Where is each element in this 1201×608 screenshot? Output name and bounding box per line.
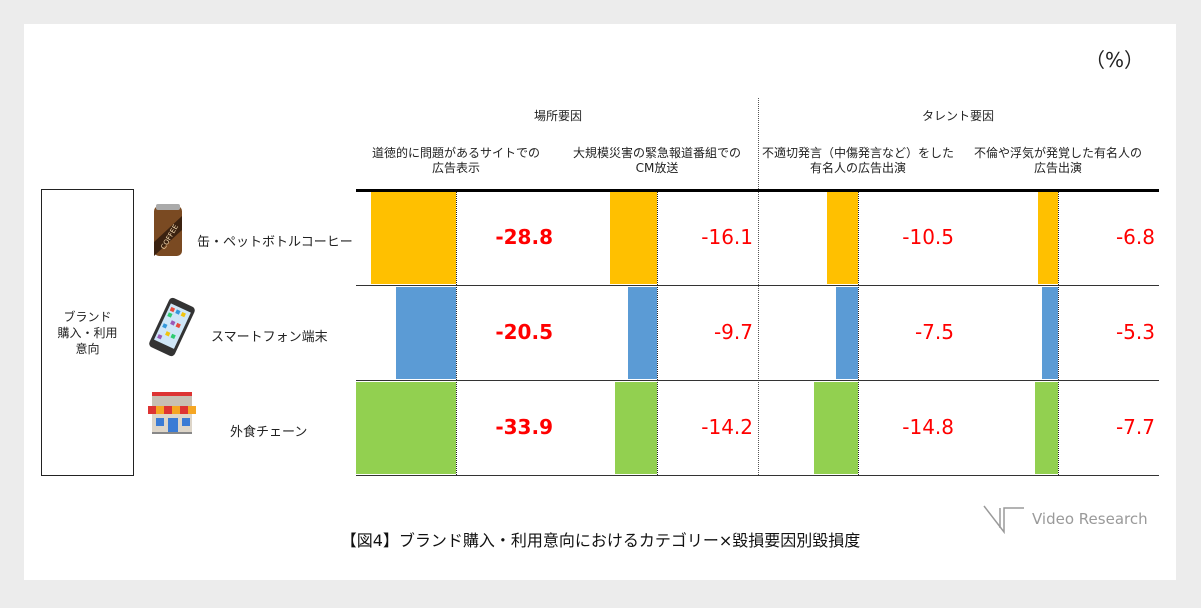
value-label: -7.5 — [914, 320, 954, 344]
bar — [827, 192, 858, 284]
value-label: -9.7 — [713, 320, 753, 344]
value-label: -16.1 — [701, 225, 753, 249]
value-label: -20.5 — [495, 320, 553, 344]
column-header: 不適切発言（中傷発言など）をした 有名人の広告出演 — [761, 146, 954, 175]
column-header: 不倫や浮気が発覚した有名人の 広告出演 — [973, 146, 1142, 175]
column-header: 道徳的に問題があるサイトでの 広告表示 — [371, 146, 540, 175]
logo-mark-icon — [983, 505, 1024, 534]
figure-caption: 【図4】ブランド購入・利用意向におけるカテゴリー×毀損要因別毀損度 — [340, 531, 861, 550]
value-label: -33.9 — [495, 415, 553, 439]
category-label: 缶・ペットボトルコーヒー — [197, 235, 353, 250]
bar — [835, 287, 858, 379]
zero-baseline — [1058, 192, 1059, 285]
bar — [1037, 192, 1058, 284]
zero-baseline — [657, 192, 658, 285]
category-label: スマートフォン端末 — [211, 330, 328, 345]
bar — [371, 192, 456, 284]
logo-text: Video Research — [1032, 510, 1148, 528]
bar — [355, 382, 456, 474]
row-group-label: ブランド 購入・利用 意向 — [41, 189, 134, 476]
value-label: -14.2 — [701, 415, 753, 439]
bar — [814, 382, 858, 474]
zero-baseline — [858, 382, 859, 475]
value-label: -5.3 — [1115, 320, 1155, 344]
video-research-logo: Video Research — [982, 504, 1148, 534]
bar — [628, 287, 657, 379]
smartphone-icon — [146, 296, 198, 362]
zero-baseline — [858, 287, 859, 380]
value-label: -7.7 — [1115, 415, 1155, 439]
bar — [615, 382, 657, 474]
value-label: -10.5 — [902, 225, 954, 249]
row-divider — [356, 475, 1159, 476]
row-divider — [356, 285, 1159, 286]
restaurant-icon — [148, 388, 196, 440]
unit-label: （%） — [1085, 48, 1145, 72]
bar — [609, 192, 657, 284]
chart-card — [24, 24, 1176, 580]
coffee-can-icon: COFFEE — [150, 202, 186, 262]
bar — [1042, 287, 1058, 379]
zero-baseline — [657, 382, 658, 475]
zero-baseline — [1058, 287, 1059, 380]
row-divider — [356, 380, 1159, 381]
zero-baseline — [858, 192, 859, 285]
value-label: -6.8 — [1115, 225, 1155, 249]
value-label: -28.8 — [495, 225, 553, 249]
zero-baseline — [456, 382, 457, 475]
zero-baseline — [456, 192, 457, 285]
top-axis-line — [356, 189, 1159, 192]
group-header-talent: タレント要因 — [921, 109, 994, 123]
zero-baseline — [1058, 382, 1059, 475]
column-header: 大規模災害の緊急報道番組での CM放送 — [572, 146, 741, 175]
category-label: 外食チェーン — [230, 425, 308, 440]
value-label: -14.8 — [902, 415, 954, 439]
group-header-location: 場所要因 — [533, 109, 582, 123]
zero-baseline — [657, 287, 658, 380]
group-divider — [758, 98, 759, 475]
bar — [395, 287, 456, 379]
bar — [1035, 382, 1058, 474]
zero-baseline — [456, 287, 457, 380]
